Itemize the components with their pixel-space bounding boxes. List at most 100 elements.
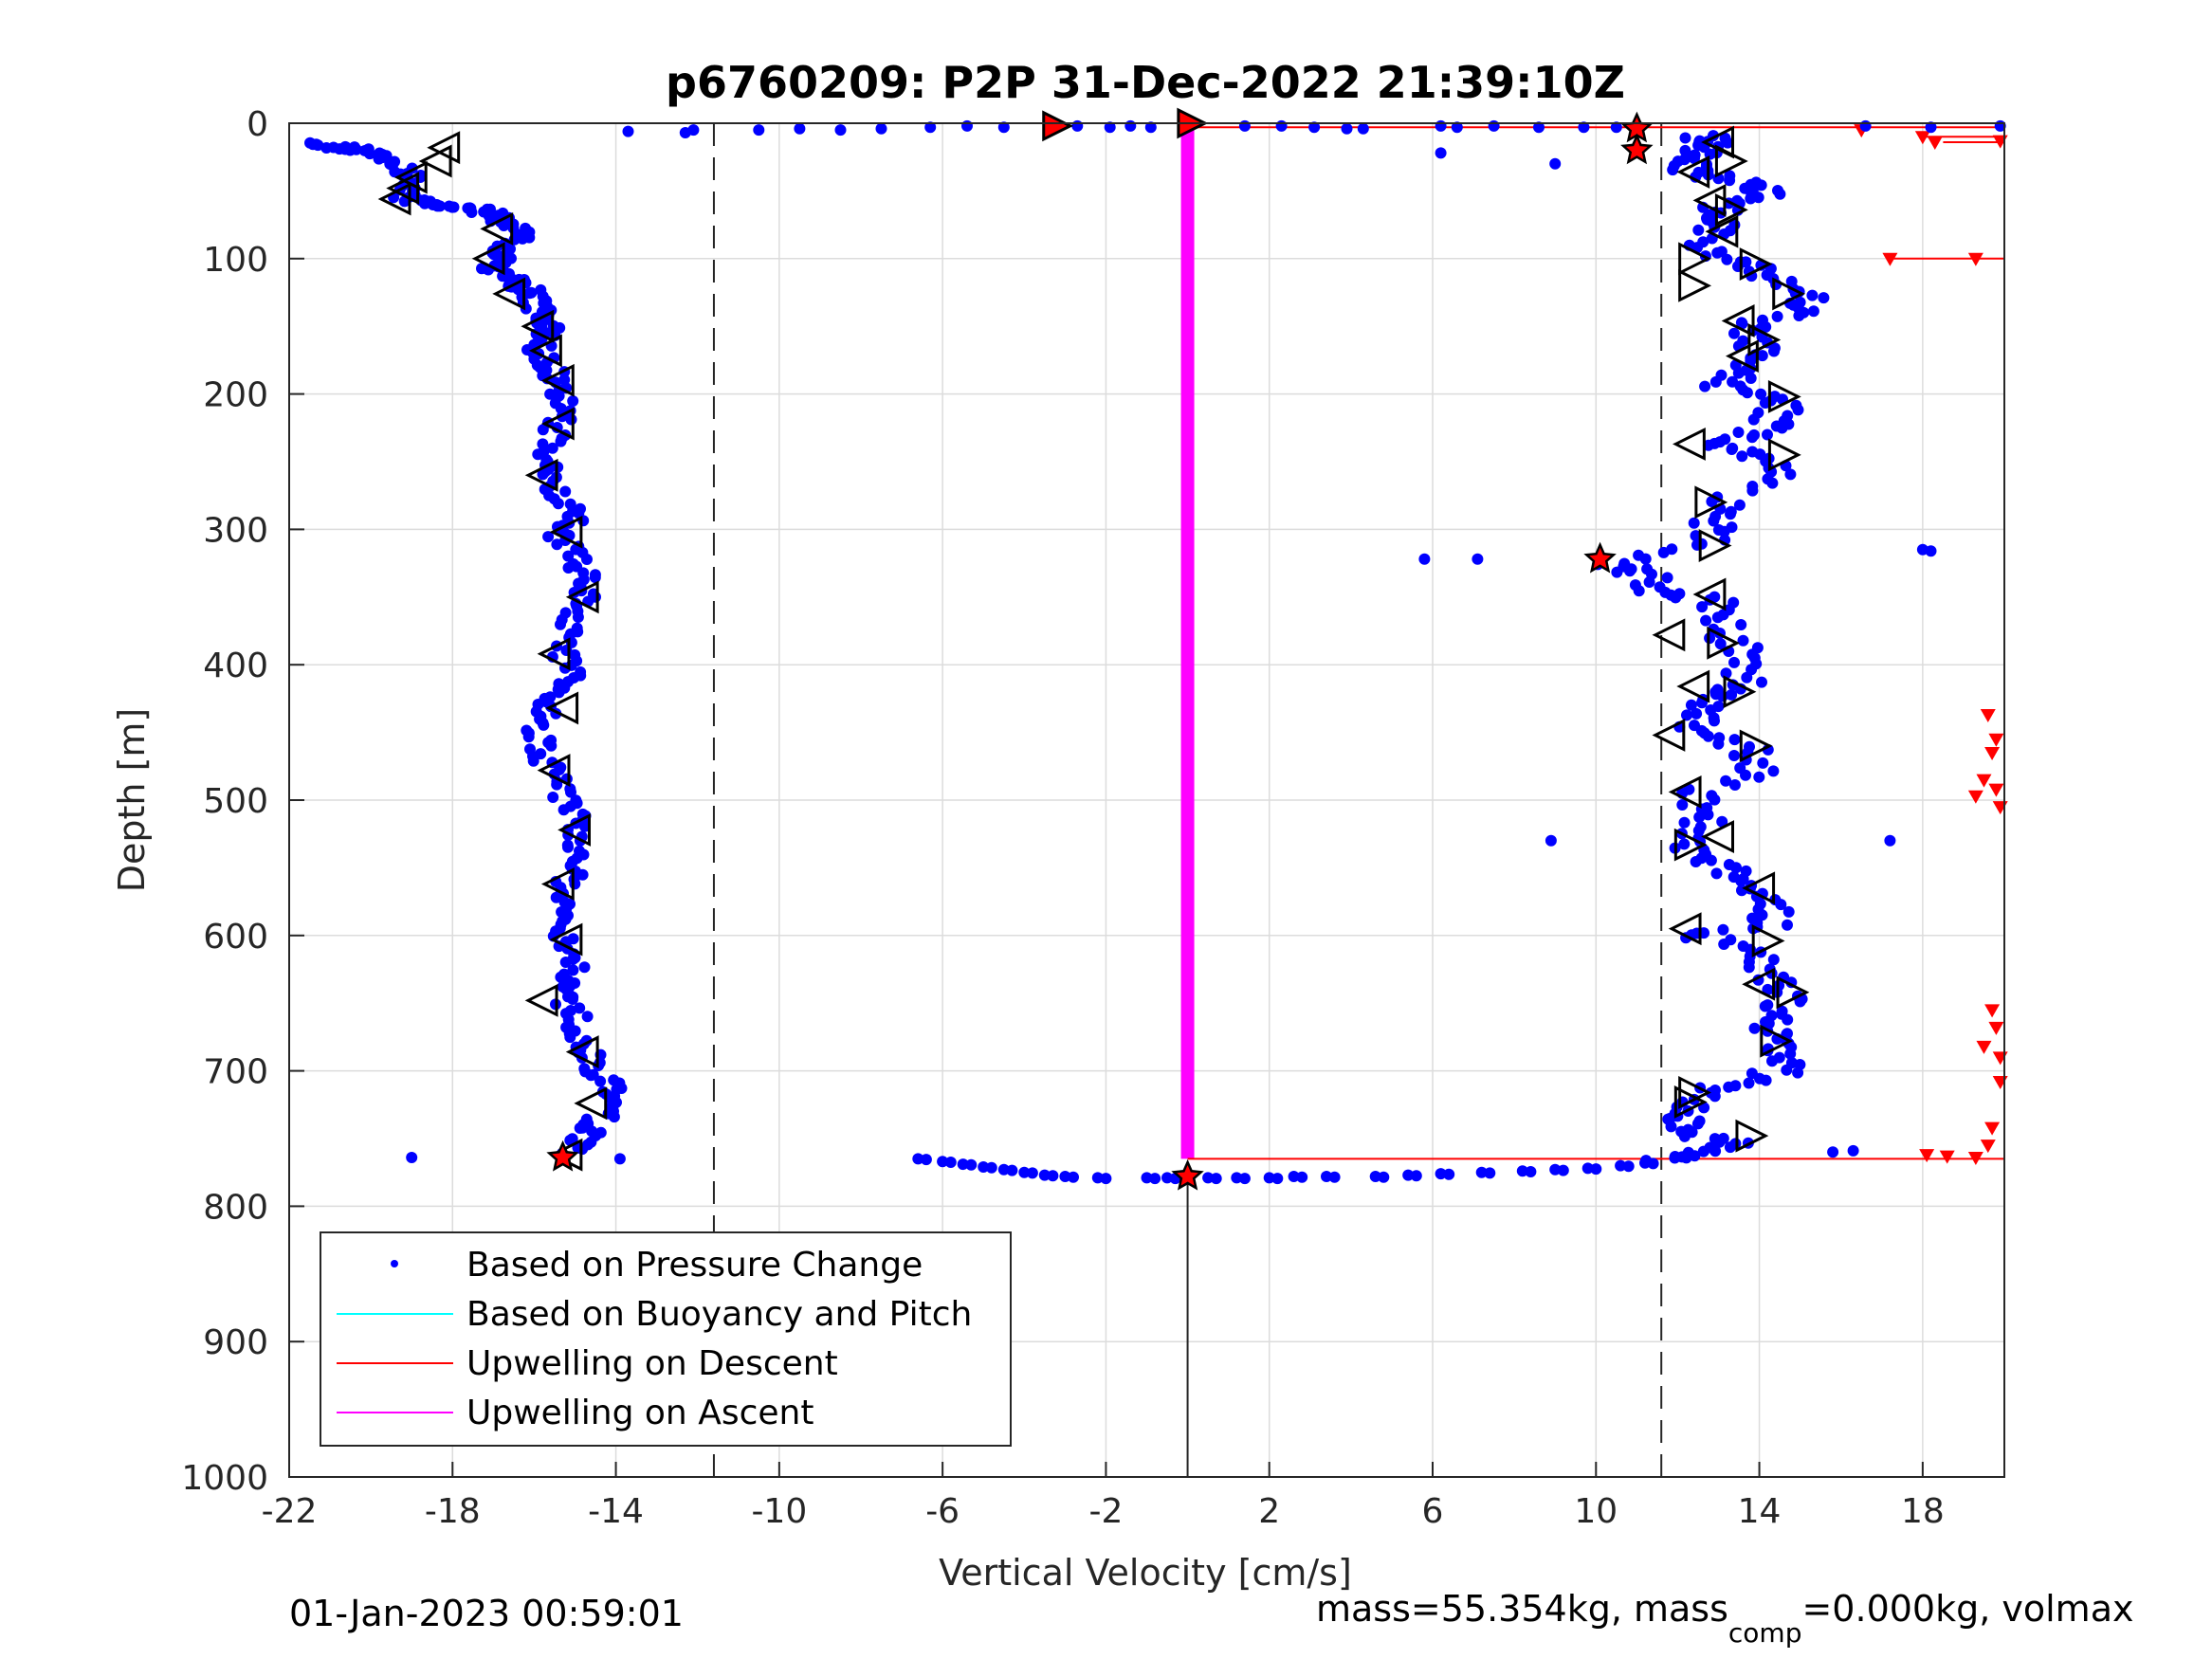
direction-triangle-marker: [1672, 428, 1706, 461]
pressure-change-point: [1859, 119, 1872, 132]
pressure-change-point: [1071, 119, 1084, 132]
pressure-change-point: [1759, 1000, 1771, 1012]
pressure-change-point: [978, 1161, 990, 1173]
direction-triangle-marker: [1776, 975, 1810, 1010]
pressure-change-point: [581, 1011, 594, 1023]
pressure-change-point: [542, 531, 555, 543]
pressure-change-point: [1711, 611, 1724, 624]
pressure-change-point: [1271, 1173, 1284, 1185]
pressure-change-point: [1925, 121, 1937, 134]
pressure-change-point: [1006, 1164, 1018, 1176]
pressure-change-point: [1525, 1166, 1537, 1177]
upwelling-descent-marker: [1967, 1151, 1983, 1165]
upwelling-descent-marker: [1976, 774, 1992, 788]
pressure-change-point: [1709, 1090, 1721, 1103]
direction-triangle-marker: [1723, 675, 1757, 709]
pressure-change-point: [1776, 422, 1788, 434]
pressure-change-point: [1726, 688, 1738, 701]
pressure-change-point: [1784, 1048, 1797, 1060]
pressure-change-point: [1263, 1172, 1275, 1184]
pressure-change-point: [373, 153, 385, 165]
pressure-change-point: [1288, 1171, 1300, 1182]
direction-triangle-marker: [393, 160, 428, 194]
direction-triangle-marker: [1668, 775, 1702, 809]
pressure-change-point: [1149, 1173, 1161, 1185]
pressure-change-point: [985, 1161, 997, 1174]
pressure-change-point: [1774, 188, 1786, 200]
pressure-change-point: [965, 1158, 978, 1171]
pressure-change-point: [1669, 1152, 1681, 1164]
footer-mass-main: mass=55.354kg, mass: [1316, 1588, 1728, 1630]
event-star-marker: [1620, 133, 1654, 165]
direction-triangle-marker: [1707, 626, 1741, 660]
upwelling-descent-marker: [1976, 1040, 1992, 1054]
pressure-change-point: [1676, 799, 1689, 811]
pressure-change-point: [1792, 404, 1804, 416]
y-tick-label: 700: [203, 1053, 268, 1092]
pressure-change-point: [1728, 750, 1740, 761]
direction-triangle-marker: [540, 363, 575, 397]
pressure-change-point: [1767, 765, 1780, 777]
pressure-change-point: [1724, 174, 1736, 187]
direction-triangle-marker: [1652, 618, 1686, 652]
direction-triangle-marker: [1772, 277, 1806, 311]
chart-title: p6760209: P2P 31-Dec-2022 21:39:10Z: [666, 57, 1625, 108]
direction-triangle-marker: [565, 580, 599, 614]
pressure-change-point: [1678, 1130, 1691, 1142]
direction-triangle-marker: [1694, 485, 1728, 520]
pressure-change-point: [344, 144, 356, 156]
pressure-change-point: [1549, 1163, 1562, 1176]
upwelling-descent-marker: [1939, 1150, 1955, 1164]
direction-triangle-marker: [558, 812, 591, 847]
pressure-change-point: [532, 448, 544, 461]
x-tick-label: 18: [1901, 1492, 1945, 1531]
pressure-change-point: [1884, 834, 1896, 847]
pressure-change-point: [1806, 289, 1819, 301]
pressure-change-point: [1545, 834, 1557, 847]
footer-mass: mass=55.354kg, masscomp=0.000kg, volmax: [1316, 1588, 2133, 1649]
pressure-change-point: [875, 122, 887, 135]
pressure-change-point: [1741, 671, 1753, 684]
x-axis-ticks: -22 -18 -14 -10 -6 -2 2 6 10 14 18: [262, 1462, 1945, 1531]
pressure-change-point: [1369, 1171, 1381, 1182]
pressure-change-point: [1679, 132, 1691, 144]
direction-triangle-marker: [574, 1086, 608, 1121]
pressure-change-point: [1321, 1171, 1332, 1182]
y-axis-label: Depth [m]: [111, 708, 153, 893]
y-tick-label: 0: [247, 105, 268, 144]
pressure-change-point: [1732, 427, 1745, 438]
pressure-change-point: [1678, 816, 1691, 829]
y-tick-label: 1000: [181, 1459, 268, 1498]
pressure-change-point: [1722, 137, 1734, 149]
pressure-change-point: [613, 1153, 626, 1165]
direction-triangle-marker: [537, 754, 571, 788]
direction-triangle-marker: [1678, 268, 1712, 302]
pressure-change-point: [1766, 1055, 1778, 1067]
pressure-change-point: [1721, 253, 1733, 265]
pressure-change-point: [551, 538, 563, 551]
direction-triangle-marker: [1676, 669, 1710, 703]
pressure-change-point: [1728, 779, 1741, 791]
y-tick-label: 400: [203, 647, 268, 685]
direction-triangle-marker: [1698, 529, 1732, 562]
pressure-change-point: [577, 515, 590, 527]
pressure-change-point: [1781, 1064, 1793, 1076]
upwelling-descent-marker: [1988, 733, 2004, 747]
pressure-change-point: [552, 498, 564, 510]
event-markers: [546, 107, 1654, 1191]
pressure-change-point: [1756, 350, 1768, 362]
pressure-change-point: [546, 442, 558, 454]
event-star-marker: [546, 1139, 579, 1172]
pressure-change-point: [1484, 1167, 1496, 1179]
pressure-change-point: [1091, 1172, 1104, 1184]
pressure-change-point: [1144, 121, 1157, 134]
pressure-change-point: [1767, 954, 1780, 966]
pressure-change-point: [1475, 1166, 1488, 1178]
pressure-change-point: [937, 1156, 949, 1168]
y-tick-label: 300: [203, 511, 268, 550]
pressure-change-point: [1699, 380, 1711, 392]
pressure-change-point: [1745, 373, 1757, 384]
pressure-change-point: [1771, 310, 1783, 322]
pressure-change-point: [1732, 367, 1745, 379]
upwelling-descent-marker: [1919, 1149, 1935, 1163]
